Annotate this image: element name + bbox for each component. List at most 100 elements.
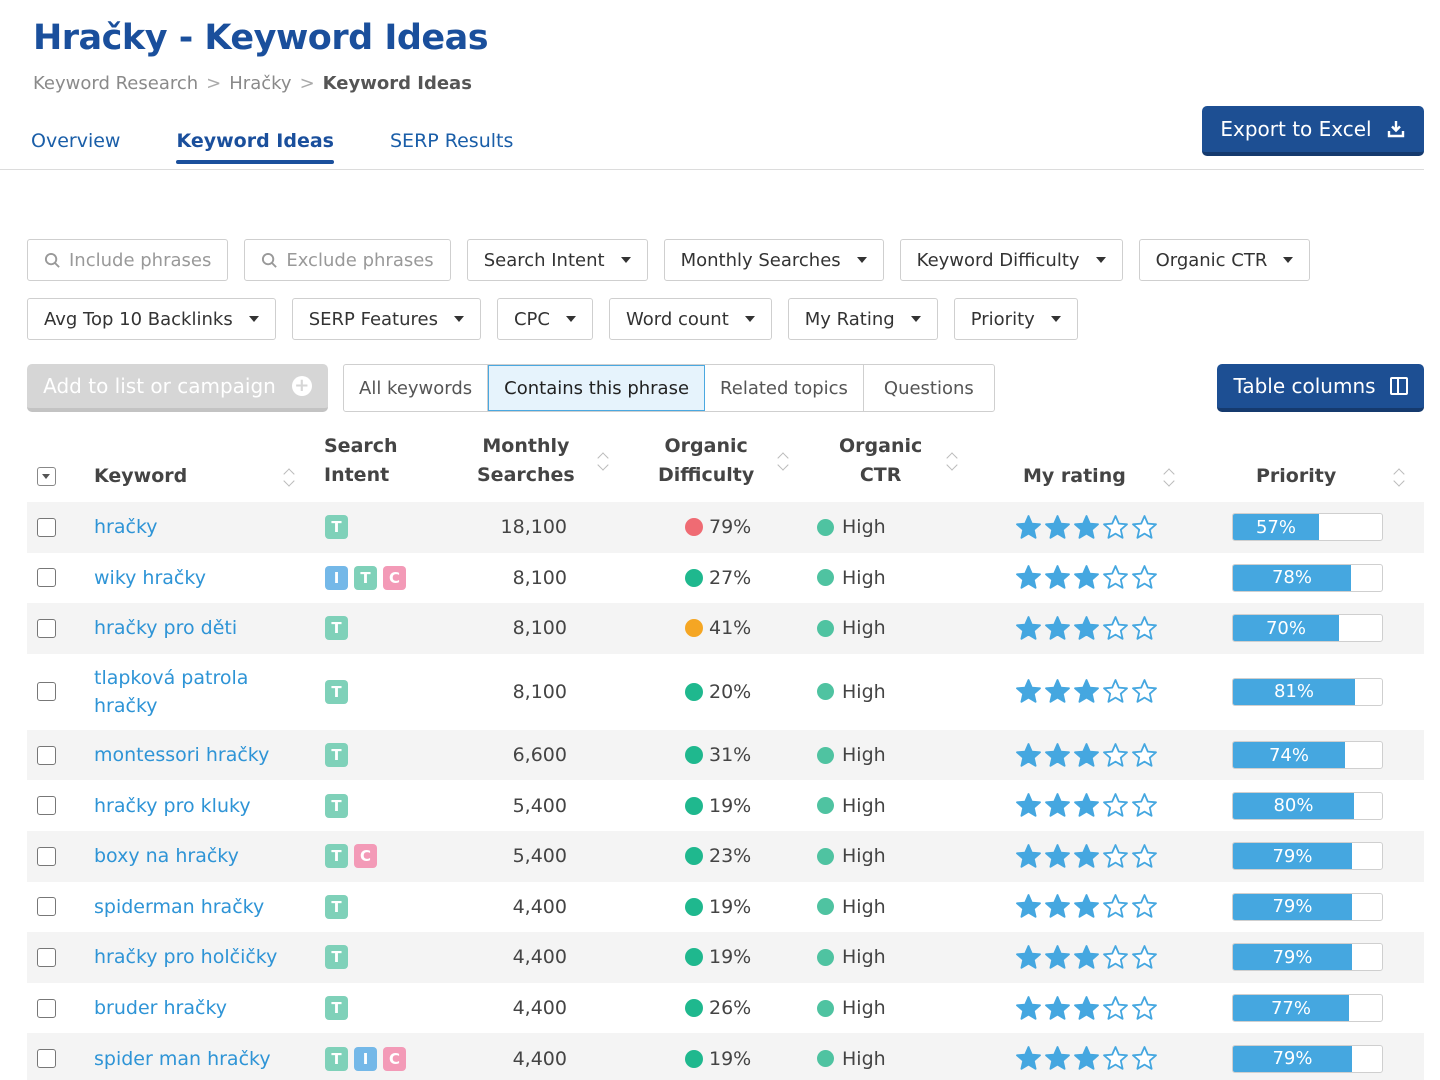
filter-cpc[interactable]: CPC [496, 298, 593, 340]
row-checkbox[interactable] [37, 947, 56, 967]
my-rating-stars[interactable] [1015, 983, 1158, 1034]
star-empty-icon[interactable] [1102, 742, 1129, 769]
star-filled-icon[interactable] [1044, 944, 1071, 971]
star-filled-icon[interactable] [1073, 792, 1100, 819]
exclude-phrases-input[interactable]: Exclude phrases [244, 239, 451, 281]
star-empty-icon[interactable] [1131, 944, 1158, 971]
my-rating-stars[interactable] [1015, 654, 1158, 730]
star-empty-icon[interactable] [1102, 893, 1129, 920]
keyword-link[interactable]: spider man hračky [94, 1047, 271, 1070]
star-filled-icon[interactable] [1073, 564, 1100, 591]
keyword-link[interactable]: hračky pro holčičky [94, 946, 278, 969]
star-filled-icon[interactable] [1015, 564, 1042, 591]
segment-all-keywords[interactable]: All keywords [344, 365, 489, 411]
filter-search-intent[interactable]: Search Intent [466, 239, 648, 281]
star-filled-icon[interactable] [1015, 678, 1042, 705]
star-filled-icon[interactable] [1073, 742, 1100, 769]
star-filled-icon[interactable] [1015, 893, 1042, 920]
filter-keyword-difficulty[interactable]: Keyword Difficulty [899, 239, 1123, 281]
star-filled-icon[interactable] [1073, 843, 1100, 870]
my-rating-stars[interactable] [1015, 831, 1158, 882]
tab-keyword-ideas[interactable]: Keyword Ideas [176, 130, 334, 164]
star-filled-icon[interactable] [1015, 1045, 1042, 1072]
column-header-keyword[interactable]: Keyword [94, 465, 188, 487]
star-filled-icon[interactable] [1044, 514, 1071, 541]
row-checkbox[interactable] [37, 682, 56, 702]
keyword-link[interactable]: spiderman hračky [94, 895, 265, 918]
star-filled-icon[interactable] [1073, 678, 1100, 705]
row-checkbox[interactable] [37, 1049, 56, 1069]
column-header-priority[interactable]: Priority [1256, 465, 1337, 487]
star-filled-icon[interactable] [1015, 514, 1042, 541]
my-rating-stars[interactable] [1015, 730, 1158, 781]
star-filled-icon[interactable] [1015, 615, 1042, 642]
star-empty-icon[interactable] [1131, 1045, 1158, 1072]
breadcrumb-item-hracky[interactable]: Hračky [229, 73, 292, 94]
filter-serp-features[interactable]: SERP Features [291, 298, 481, 340]
sort-icon[interactable] [1394, 467, 1406, 487]
row-checkbox[interactable] [37, 796, 56, 816]
keyword-link[interactable]: tlapková patrola hračky [94, 666, 249, 717]
keyword-link[interactable]: hračky [94, 516, 158, 539]
star-filled-icon[interactable] [1044, 792, 1071, 819]
star-empty-icon[interactable] [1131, 564, 1158, 591]
tab-overview[interactable]: Overview [31, 130, 121, 152]
row-checkbox[interactable] [37, 517, 56, 537]
sort-icon[interactable] [1164, 467, 1176, 487]
star-empty-icon[interactable] [1131, 843, 1158, 870]
sort-icon[interactable] [947, 451, 959, 471]
my-rating-stars[interactable] [1015, 603, 1158, 654]
tab-serp-results[interactable]: SERP Results [390, 130, 514, 152]
breadcrumb-item-keyword-research[interactable]: Keyword Research [33, 73, 199, 94]
segment-contains-this-phrase[interactable]: Contains this phrase [488, 365, 706, 411]
table-columns-button[interactable]: Table columns [1217, 364, 1424, 412]
star-empty-icon[interactable] [1102, 792, 1129, 819]
filter-avg-top10-backlinks[interactable]: Avg Top 10 Backlinks [27, 298, 276, 340]
star-empty-icon[interactable] [1102, 944, 1129, 971]
select-all-dropdown[interactable] [37, 467, 56, 486]
star-empty-icon[interactable] [1102, 678, 1129, 705]
star-filled-icon[interactable] [1044, 1045, 1071, 1072]
my-rating-stars[interactable] [1015, 882, 1158, 933]
column-header-my-rating[interactable]: My rating [1023, 465, 1126, 487]
filter-priority[interactable]: Priority [953, 298, 1078, 340]
filter-my-rating[interactable]: My Rating [787, 298, 938, 340]
export-to-excel-button[interactable]: Export to Excel [1202, 106, 1424, 156]
star-filled-icon[interactable] [1073, 514, 1100, 541]
add-to-list-button[interactable]: Add to list or campaign + [27, 364, 328, 412]
star-filled-icon[interactable] [1044, 678, 1071, 705]
row-checkbox[interactable] [37, 846, 56, 866]
keyword-link[interactable]: bruder hračky [94, 997, 228, 1020]
star-filled-icon[interactable] [1073, 893, 1100, 920]
filter-monthly-searches[interactable]: Monthly Searches [663, 239, 884, 281]
row-checkbox[interactable] [37, 998, 56, 1018]
star-empty-icon[interactable] [1131, 678, 1158, 705]
star-filled-icon[interactable] [1015, 742, 1042, 769]
filter-organic-ctr[interactable]: Organic CTR [1138, 239, 1311, 281]
filter-word-count[interactable]: Word count [608, 298, 772, 340]
star-filled-icon[interactable] [1073, 995, 1100, 1022]
star-filled-icon[interactable] [1044, 995, 1071, 1022]
keyword-link[interactable]: wiky hračky [94, 566, 206, 589]
star-empty-icon[interactable] [1131, 995, 1158, 1022]
star-empty-icon[interactable] [1102, 615, 1129, 642]
star-empty-icon[interactable] [1102, 995, 1129, 1022]
column-header-organic-difficulty[interactable]: Organic Difficulty [658, 432, 754, 490]
row-checkbox[interactable] [37, 745, 56, 765]
my-rating-stars[interactable] [1015, 932, 1158, 983]
star-empty-icon[interactable] [1131, 514, 1158, 541]
segment-questions[interactable]: Questions [883, 377, 974, 399]
column-header-monthly-searches[interactable]: Monthly Searches [477, 432, 575, 490]
star-empty-icon[interactable] [1102, 514, 1129, 541]
sort-icon[interactable] [284, 467, 296, 487]
segment-related-topics[interactable]: Related topics [705, 365, 864, 411]
star-filled-icon[interactable] [1044, 742, 1071, 769]
star-filled-icon[interactable] [1044, 615, 1071, 642]
sort-icon[interactable] [598, 451, 610, 471]
star-empty-icon[interactable] [1131, 893, 1158, 920]
star-empty-icon[interactable] [1131, 742, 1158, 769]
star-filled-icon[interactable] [1073, 615, 1100, 642]
column-header-organic-ctr[interactable]: Organic CTR [839, 432, 922, 490]
star-filled-icon[interactable] [1044, 843, 1071, 870]
sort-icon[interactable] [778, 451, 790, 471]
